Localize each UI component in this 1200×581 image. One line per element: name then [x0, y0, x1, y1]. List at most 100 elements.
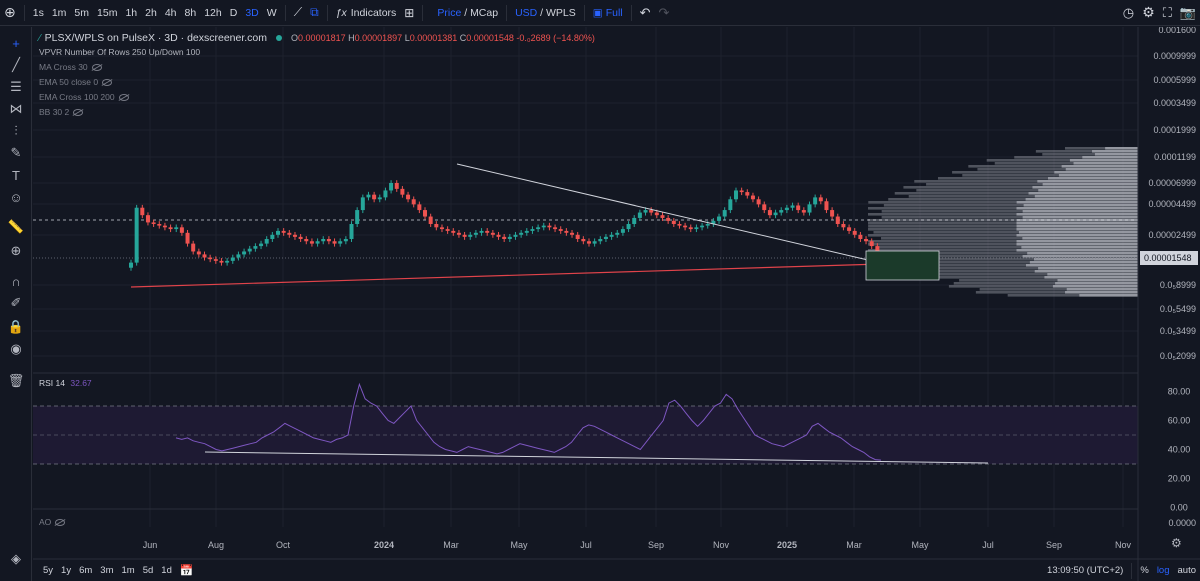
time-axis[interactable]: Jun Aug Oct 2024 Mar May Jul Sep Nov 2025 Mar May Ju…	[143, 540, 1132, 550]
toolbar-separator	[583, 4, 585, 21]
interval-8h-button[interactable]: 8h	[184, 6, 197, 19]
eye-icon[interactable]: ◉	[10, 341, 22, 356]
log-toggle[interactable]: log	[1156, 565, 1170, 576]
brush-icon[interactable]: ✎	[10, 145, 22, 160]
crosshair-icon[interactable]: +	[12, 35, 20, 51]
chart-line-style-icon[interactable]: ⟋	[293, 5, 303, 19]
legend-indicator[interactable]: BB 30 2	[39, 105, 595, 120]
candle-body	[439, 227, 444, 230]
interval-15m-button[interactable]: 15m	[97, 6, 118, 19]
support-trendline[interactable]	[130, 263, 882, 288]
candle-body	[671, 220, 676, 224]
legend-indicator[interactable]: MA Cross 30	[39, 60, 595, 75]
interval-1h-button[interactable]: 1h	[125, 6, 138, 19]
camera-icon[interactable]: 📷	[1179, 4, 1196, 20]
symbol-title[interactable]: PLSX/WPLS on PulseX · 3D · dexscreener.c…	[44, 32, 268, 44]
hidden-eye-icon[interactable]	[118, 94, 129, 101]
percent-toggle[interactable]: %	[1140, 565, 1149, 576]
rsi-tick-label: 60.00	[1168, 416, 1191, 426]
interval-5m-button[interactable]: 5m	[74, 6, 90, 19]
emoji-icon[interactable]: ☺	[9, 189, 23, 205]
candle-body	[242, 251, 247, 255]
currency-toggle[interactable]: USD / WPLS	[515, 6, 576, 19]
legend-indicator[interactable]: EMA Cross 100 200	[39, 90, 595, 105]
auto-toggle[interactable]: auto	[1177, 565, 1197, 576]
volume-profile-bar	[1055, 282, 1138, 285]
target-zone-box[interactable]	[865, 250, 940, 281]
volume-profile-bar	[1073, 162, 1138, 165]
settings-gear-icon[interactable]: ⚙	[1142, 4, 1155, 20]
ao-legend[interactable]: AO	[39, 517, 66, 527]
range-1m-button[interactable]: 1m	[121, 565, 135, 576]
indicators-button[interactable]: ƒx Indicators	[332, 0, 401, 26]
interval-1s-button[interactable]: 1s	[32, 6, 44, 19]
rsi-tick-label: 80.00	[1168, 387, 1191, 397]
volume-profile-bar	[953, 282, 1138, 285]
range-1y-button[interactable]: 1y	[61, 565, 72, 576]
price-mcap-toggle[interactable]: Price / MCap	[433, 0, 502, 26]
hidden-eye-icon[interactable]	[91, 64, 102, 71]
pencil-lock-icon[interactable]: ✐	[10, 295, 22, 310]
price-axis[interactable]: 0.001600 0.0009999 0.0005999 0.0003499 0.000…	[1148, 27, 1196, 361]
layouts-icon[interactable]: ⊞	[404, 5, 415, 20]
mcap-option[interactable]: MCap	[470, 6, 499, 19]
volume-profile-bar	[1032, 186, 1138, 189]
undo-icon[interactable]: ↶	[639, 4, 651, 20]
lock-icon[interactable]: 🔒	[7, 319, 25, 334]
zoom-in-icon[interactable]: ⊕	[10, 243, 22, 258]
range-6m-button[interactable]: 6m	[79, 565, 93, 576]
volume-profile-bar	[1016, 234, 1138, 237]
interval-1m-button[interactable]: 1m	[51, 6, 67, 19]
hidden-eye-icon[interactable]	[102, 79, 113, 86]
interval-3d-button[interactable]: 3D	[245, 6, 259, 19]
range-5d-button[interactable]: 5d	[142, 565, 154, 576]
horizontal-lines-icon[interactable]: ☰	[10, 79, 22, 94]
candle-body	[490, 232, 495, 235]
range-3m-button[interactable]: 3m	[100, 565, 114, 576]
calendar-range-icon[interactable]: 📅	[179, 565, 194, 577]
add-symbol-icon[interactable]: ⊕	[4, 4, 16, 20]
interval-d-button[interactable]: D	[229, 6, 238, 19]
volume-profile-bar	[1016, 222, 1138, 225]
legend-vpvr[interactable]: VPVR Number Of Rows 250 Up/Down 100	[39, 45, 595, 60]
wpls-option[interactable]: WPLS	[546, 6, 576, 19]
range-5y-button[interactable]: 5y	[43, 565, 54, 576]
candle-body	[162, 225, 167, 228]
volume-profile-bar	[1016, 249, 1138, 252]
candle-body	[632, 217, 637, 224]
full-button[interactable]: ▣ Full	[589, 0, 627, 26]
redo-icon[interactable]: ↷	[658, 4, 670, 20]
interval-4h-button[interactable]: 4h	[164, 6, 177, 19]
time-axis-settings-icon[interactable]: ⚙	[1171, 536, 1182, 550]
chart-area[interactable]: 0.0016000.00099990.00059990.00034990.000…	[33, 27, 1200, 581]
clock-label[interactable]: 13:09:50 (UTC+2)	[1047, 565, 1124, 576]
object-tree-icon[interactable]: ◈	[11, 551, 21, 566]
trend-line-icon[interactable]: ╱	[12, 57, 20, 72]
usd-option[interactable]: USD	[515, 6, 538, 19]
downtrend-line[interactable]	[456, 163, 886, 265]
price-option[interactable]: Price	[437, 6, 462, 19]
volume-profile-bar	[1047, 273, 1138, 276]
candle-body	[575, 234, 580, 239]
volume-profile-bar	[926, 183, 1138, 186]
interval-2h-button[interactable]: 2h	[145, 6, 157, 19]
rsi-axis[interactable]: 80.00 60.00 40.00 20.00 0.00 0.0000	[1168, 387, 1196, 529]
fullscreen-icon[interactable]: ⛶	[1162, 4, 1172, 20]
pattern-icon[interactable]: ⋈	[9, 101, 23, 116]
trash-icon[interactable]: 🗑	[7, 373, 25, 388]
fib-icon[interactable]: ⫶	[14, 123, 18, 138]
rsi-legend[interactable]: RSI 14 32.67	[39, 378, 92, 388]
hidden-eye-icon[interactable]	[55, 518, 66, 526]
hidden-eye-icon[interactable]	[73, 109, 84, 116]
range-1d-button[interactable]: 1d	[161, 565, 172, 576]
text-tool-icon[interactable]: T	[12, 167, 20, 183]
interval-12h-button[interactable]: 12h	[204, 6, 222, 19]
interval-w-button[interactable]: W	[266, 6, 277, 19]
legend-indicator[interactable]: EMA 50 close 0	[39, 75, 595, 90]
candle-body	[779, 210, 784, 213]
ruler-icon[interactable]: 📏	[7, 219, 25, 234]
candle-style-icon[interactable]: ⧉	[310, 5, 319, 19]
magnet-icon[interactable]: ∩	[11, 273, 21, 289]
rsi-trendline[interactable]	[204, 451, 989, 464]
alert-clock-icon[interactable]: ◷	[1122, 4, 1135, 20]
